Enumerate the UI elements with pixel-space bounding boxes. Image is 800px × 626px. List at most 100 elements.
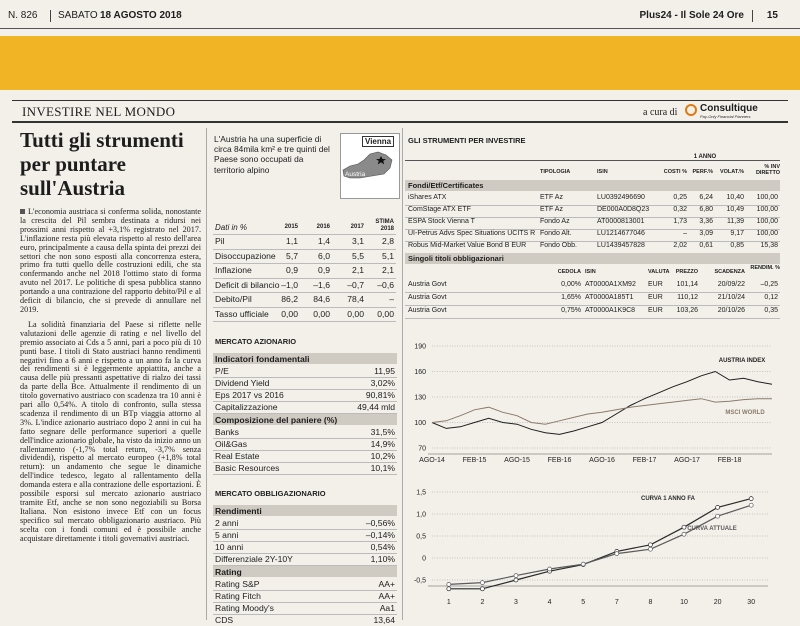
paragraph-text: La solidità finanziaria del Paese si rif… <box>20 319 201 543</box>
bond-cell: EUR <box>648 281 663 288</box>
macro-col-header: 2016 <box>316 224 330 230</box>
row-rule <box>213 376 397 378</box>
series-label: MSCI WORLD <box>725 410 765 416</box>
row-rule <box>213 292 396 293</box>
row-label: Banks <box>215 427 239 437</box>
credit: a cura di <box>643 107 678 118</box>
row-rule <box>213 589 397 591</box>
x-tick-label: 8 <box>648 599 652 606</box>
column-rule <box>206 128 207 620</box>
row-rule <box>405 305 780 306</box>
fund-name: ESPA Stock Vienna T <box>408 218 475 225</box>
fund-cell: 0,25 <box>673 194 687 201</box>
macro-row-label: Deficit di bilancio <box>215 279 280 290</box>
row-value: 1,10% <box>370 554 395 564</box>
date: 18 AGOSTO 2018 <box>100 10 182 21</box>
row-rule <box>213 528 397 530</box>
fund-cell: 6,80 <box>699 206 713 213</box>
y-tick-label: -0,5 <box>414 578 426 585</box>
row-value: 31,5% <box>370 427 395 437</box>
x-tick-label: 20 <box>714 599 722 606</box>
macro-cell: –1,0 <box>281 279 298 290</box>
macro-cell: 2,1 <box>352 265 364 275</box>
x-tick-label: 2 <box>480 599 484 606</box>
row-value: 90,81% <box>365 390 395 400</box>
series-point <box>446 582 452 587</box>
x-tick-label: AGO-15 <box>504 457 530 464</box>
series-line <box>431 370 773 435</box>
x-tick-label: AGO-16 <box>589 457 615 464</box>
issue: N. 826 <box>8 10 38 21</box>
y-tick-label: 160 <box>414 369 426 376</box>
col-header: SCADENZA <box>714 269 745 275</box>
row-label: Rating Moody's <box>215 603 274 613</box>
capital-star <box>376 156 386 165</box>
fund-cell: AT0000813001 <box>597 218 645 225</box>
section-band <box>213 566 397 577</box>
fund-cell: 100,00 <box>756 218 778 225</box>
row-label: Differenziale 2Y-10Y <box>215 554 293 564</box>
ad-band <box>0 36 800 90</box>
y-tick-label: 1,0 <box>416 512 426 519</box>
fund-cell: 2,02 <box>673 242 687 249</box>
fund-name: ComStage ATX ETF <box>408 206 471 213</box>
fund-cell: LU1439457828 <box>597 242 645 249</box>
bond-cell: 20/10/26 <box>717 307 745 314</box>
section-title: INVESTIRE NEL MONDO <box>22 104 176 119</box>
series-line <box>431 398 772 425</box>
macro-cell: 0,00 <box>313 308 330 319</box>
paragraph-text: L'economia austriaca si conferma solida,… <box>20 207 201 314</box>
row-value: 11,95 <box>374 366 395 376</box>
bond-cell: EUR <box>648 307 663 314</box>
page-number: 15 <box>766 10 778 21</box>
group-band <box>405 253 780 264</box>
series-point <box>580 561 586 567</box>
fund-name: Robus Mid-Market Value Bond B EUR <box>408 242 527 249</box>
bond-cell: AT0000A185T1 <box>585 294 634 301</box>
row-label: 10 anni <box>215 542 244 552</box>
y-tick-label: 0,5 <box>416 534 426 541</box>
x-tick-label: AGO-17 <box>674 457 700 464</box>
row-rule <box>213 601 397 603</box>
row-rule <box>213 540 397 542</box>
row-rule <box>213 564 397 566</box>
section-heading: Rendimenti <box>215 506 262 516</box>
row-value: 10,2% <box>370 451 395 461</box>
macro-row-label: Debito/Pil <box>215 294 252 304</box>
bullet <box>20 209 25 214</box>
col-header: RENDIM. % <box>750 265 780 271</box>
rule <box>405 160 780 161</box>
row-label: Basic Resources <box>215 463 280 473</box>
header-separator <box>752 10 753 22</box>
series-point <box>748 496 754 501</box>
col-header: COSTI % <box>663 169 687 175</box>
row-rule <box>213 449 397 451</box>
article-body: L'economia austriaca si conferma solida,… <box>20 207 201 618</box>
series-label: CURVA ATTUALE <box>687 526 737 532</box>
y-tick-label: 0 <box>422 556 426 563</box>
macro-cell: –0,6 <box>377 279 394 290</box>
period: 1 ANNO <box>693 154 717 160</box>
macro-unit: Dati in % <box>215 223 248 232</box>
series-point <box>715 513 720 519</box>
bond-cell: 101,14 <box>676 281 698 288</box>
y-tick-label: 190 <box>414 344 426 351</box>
row-rule <box>213 613 397 615</box>
row-value: AA+ <box>378 591 395 601</box>
fund-name: iShares ATX <box>408 194 447 201</box>
x-tick-label: 1 <box>447 599 451 606</box>
row-rule <box>405 228 780 230</box>
brand: Consultique <box>700 103 758 114</box>
series-point <box>480 580 485 585</box>
table-title: MERCATO OBBLIGAZIONARIO <box>215 489 326 498</box>
row-rule <box>213 263 396 264</box>
row-value: 3,02% <box>370 378 395 388</box>
col-header: CEDOLA <box>557 269 581 275</box>
series-point <box>513 573 519 578</box>
macro-cell: 86,2 <box>281 294 298 304</box>
row-rule <box>213 412 397 414</box>
capital-label: Vienna <box>362 136 395 147</box>
fund-cell: 10,49 <box>726 206 744 213</box>
row-rule <box>213 321 396 322</box>
